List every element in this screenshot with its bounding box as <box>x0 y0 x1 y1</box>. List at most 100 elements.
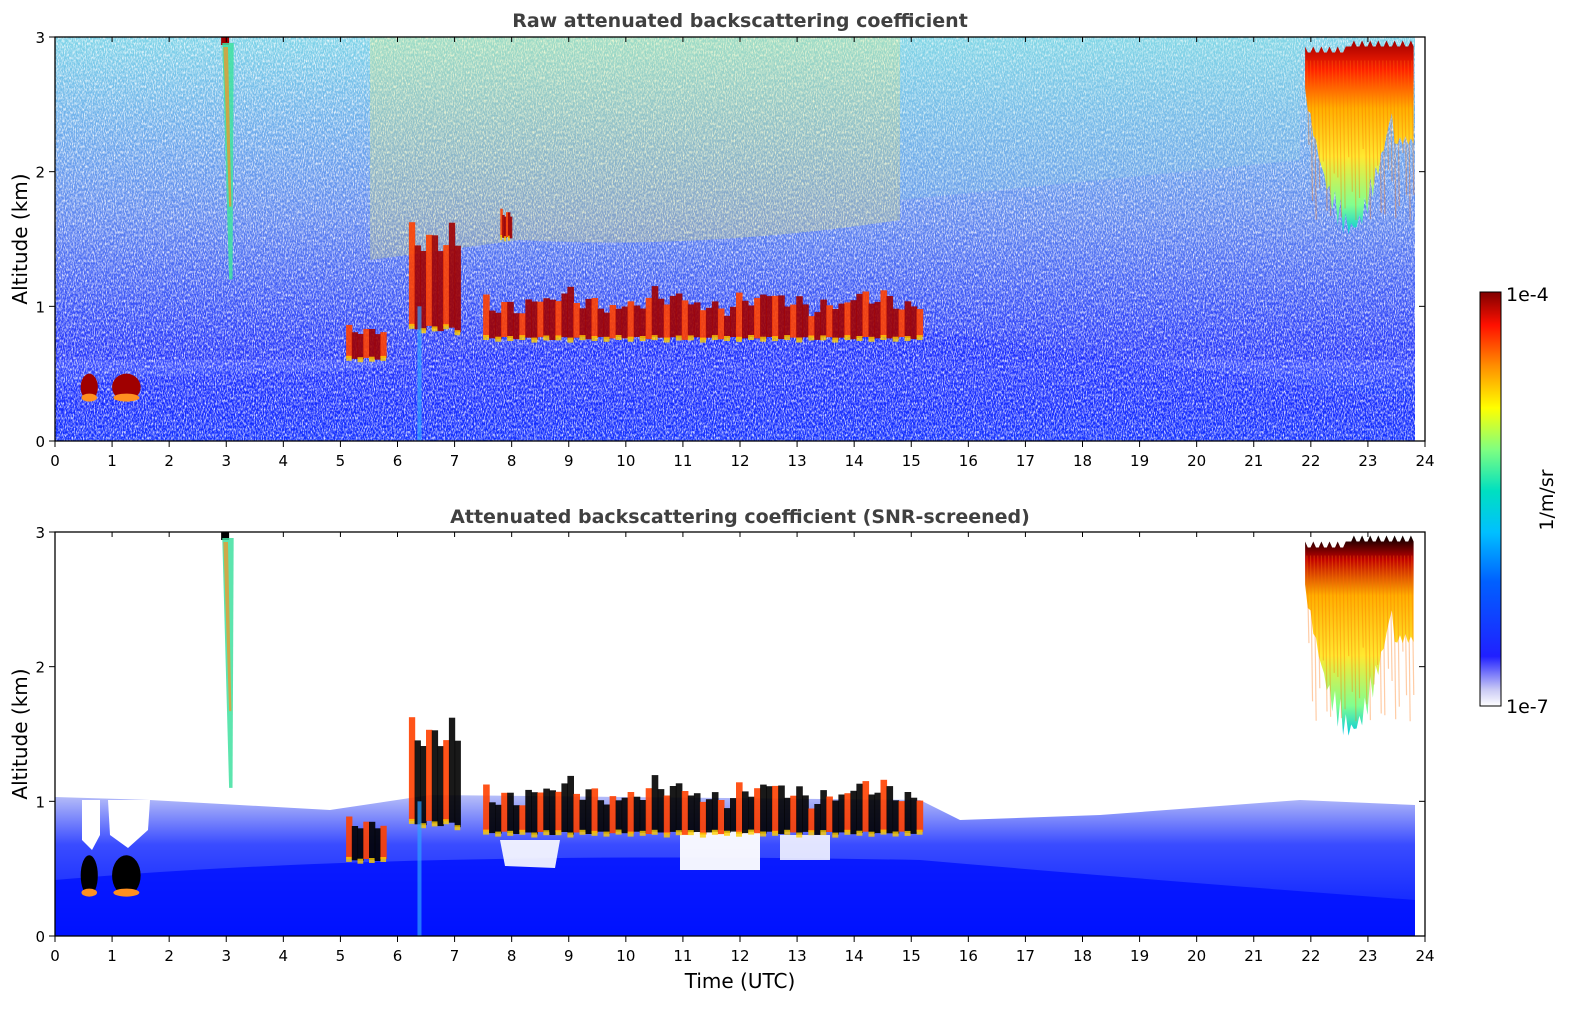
x-tick-label: 8 <box>507 947 517 965</box>
cloud-column <box>615 800 623 832</box>
cloud-column <box>549 299 556 340</box>
cloud-base <box>687 830 694 836</box>
cloud-base <box>357 357 364 363</box>
cloud-streak <box>1335 60 1339 178</box>
cloud-column <box>609 305 617 339</box>
raw-noise-high-sky2 <box>900 37 1300 200</box>
cloud-base <box>724 830 730 836</box>
low-cloud-base <box>113 393 140 402</box>
cloud-streak <box>1378 60 1382 213</box>
cloud-base <box>675 830 682 836</box>
cloud-base <box>796 832 803 838</box>
cloud-streak <box>1338 555 1343 719</box>
screened-ylabel: Altitude (km) <box>8 668 32 799</box>
low-cloud-base <box>81 888 98 897</box>
cloud-column <box>796 296 803 340</box>
cloud-column <box>826 796 833 832</box>
cloud-column <box>448 717 456 823</box>
cloud-column <box>681 300 689 340</box>
cloud-base <box>507 830 514 836</box>
raw-ylabel: Altitude (km) <box>8 173 32 304</box>
cloud-column <box>346 324 353 358</box>
x-tick-label: 10 <box>616 947 635 965</box>
cloud-column <box>579 308 587 338</box>
cloud-base <box>519 335 526 341</box>
cloud-column <box>448 222 456 328</box>
cloud-column <box>597 308 605 337</box>
y-tick-label: 2 <box>35 659 45 677</box>
cloud-column <box>507 301 514 338</box>
cloud-base <box>483 829 490 835</box>
cloud-column <box>850 300 857 340</box>
screened-bl-deep <box>55 857 1415 936</box>
raw-noise-high-sky <box>370 37 900 260</box>
cloud-base <box>856 830 863 836</box>
cloud-column <box>675 783 683 833</box>
cloud-column <box>369 329 376 359</box>
cloud-column <box>699 310 707 340</box>
cloud-column <box>814 804 821 835</box>
cloud-column <box>645 788 653 834</box>
cloud-base <box>892 336 899 342</box>
cloud-column <box>573 303 580 338</box>
x-tick-label: 19 <box>1130 452 1149 470</box>
cloud-column <box>633 796 641 832</box>
cloud-column <box>772 785 779 833</box>
cloud-base <box>603 336 610 342</box>
x-tick-label: 11 <box>673 452 692 470</box>
cloud-column <box>663 795 671 835</box>
cloud-column <box>414 245 421 330</box>
cloud-base <box>699 337 706 343</box>
cloud-column <box>645 297 653 340</box>
cloud-streak <box>1393 555 1397 720</box>
x-tick-label: 7 <box>450 947 460 965</box>
cloud-column <box>657 789 665 833</box>
cloud-column <box>573 793 580 833</box>
cloud-column <box>519 805 526 832</box>
cloud-column <box>363 821 370 859</box>
cloud-base <box>724 336 730 341</box>
cloud-column <box>609 796 617 834</box>
cloud-streak <box>1324 60 1328 211</box>
cloud-column <box>898 801 906 832</box>
cloud-base <box>543 830 550 836</box>
raw-backscatter-panel: Raw attenuated backscattering coefficien… <box>8 10 1435 470</box>
x-tick-label: 14 <box>845 947 864 965</box>
cloud-base <box>454 330 461 336</box>
screened-gap-3 <box>680 830 760 870</box>
cloud-column <box>802 795 809 832</box>
cloud-column <box>380 825 387 859</box>
cloud-streak <box>1313 555 1317 721</box>
cloud-base <box>346 355 352 361</box>
cloud-column <box>437 251 444 332</box>
cloud-base <box>651 829 658 835</box>
x-tick-label: 9 <box>564 947 574 965</box>
cloud-column <box>892 308 900 339</box>
cloud-column <box>820 790 827 833</box>
cloud-streak <box>1306 60 1310 145</box>
cloud-base <box>651 335 658 341</box>
x-tick-label: 24 <box>1415 947 1434 965</box>
cloud-column <box>844 302 851 338</box>
x-tick-label: 20 <box>1187 452 1206 470</box>
x-tick-label: 2 <box>164 947 174 965</box>
cloud-base <box>443 324 449 330</box>
cloud-column <box>687 304 695 338</box>
cloud-column <box>880 779 888 832</box>
y-tick-label: 3 <box>35 29 45 47</box>
cloud-base <box>820 335 827 341</box>
cloud-base <box>555 335 562 341</box>
cloud-column <box>886 786 894 834</box>
cloud-column <box>687 795 695 833</box>
x-tick-label: 21 <box>1244 947 1263 965</box>
cloud-column <box>585 789 593 834</box>
cloud-base <box>892 831 899 837</box>
cloud-base <box>772 336 779 342</box>
cloud-column <box>603 312 611 339</box>
x-tick-label: 15 <box>902 452 921 470</box>
cloud-streak <box>1364 60 1368 204</box>
cloud-column <box>802 304 809 338</box>
cloud-streak <box>1396 60 1400 207</box>
cloud-base <box>880 829 887 835</box>
